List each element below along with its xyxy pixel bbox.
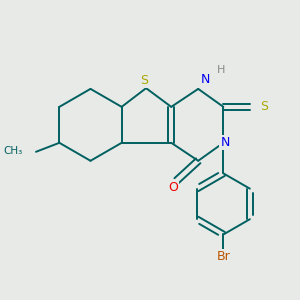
- Text: N: N: [220, 136, 230, 149]
- Text: Br: Br: [217, 250, 230, 262]
- Text: S: S: [140, 74, 148, 87]
- Text: N: N: [201, 73, 211, 86]
- Text: S: S: [260, 100, 268, 113]
- Text: H: H: [217, 65, 225, 75]
- Text: O: O: [168, 181, 178, 194]
- Text: CH₃: CH₃: [3, 146, 22, 156]
